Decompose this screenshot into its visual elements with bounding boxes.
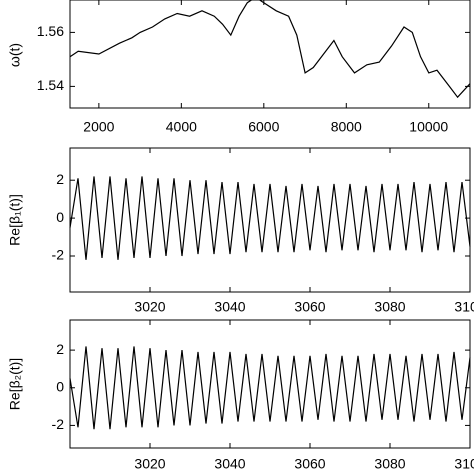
y-tick-label: 1.54 [37, 77, 64, 93]
x-tick-label: 3040 [214, 299, 245, 315]
x-tick-label: 3080 [374, 299, 405, 315]
y-tick-label: -2 [52, 247, 65, 263]
x-tick-label: 3020 [134, 456, 165, 472]
y-tick-label: 1.56 [37, 23, 64, 39]
x-tick-label: 3060 [294, 299, 325, 315]
y-axis-label: Re[β₁(t)] [7, 194, 23, 246]
x-tick-label: 4000 [166, 119, 197, 135]
y-axis-label: ω(t) [7, 43, 23, 67]
y-axis-label: Re[β₂(t)] [7, 358, 23, 410]
y-tick-label: -2 [52, 416, 65, 432]
x-tick-label: 8000 [331, 119, 362, 135]
x-tick-label: 3100 [454, 299, 474, 315]
axes-frame [69, 0, 471, 109]
data-line [69, 346, 471, 430]
data-line [69, 0, 471, 99]
x-tick-label: 3060 [294, 456, 325, 472]
y-tick-label: 2 [56, 341, 64, 357]
x-tick-label: 6000 [248, 119, 279, 135]
x-tick-label: 2000 [83, 119, 114, 135]
axes-frame [69, 147, 471, 293]
x-tick-label: 10000 [409, 119, 448, 135]
y-tick-label: 2 [56, 171, 64, 187]
y-tick-label: 0 [56, 209, 64, 225]
axes-frame [69, 319, 471, 449]
x-tick-label: 3040 [214, 456, 245, 472]
data-line [69, 176, 471, 260]
x-tick-label: 3020 [134, 299, 165, 315]
x-tick-label: 3100 [454, 456, 474, 472]
x-tick-label: 3080 [374, 456, 405, 472]
y-tick-label: 0 [56, 378, 64, 394]
